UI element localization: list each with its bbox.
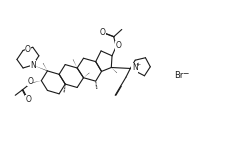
Text: O: O xyxy=(27,77,33,86)
Text: +: + xyxy=(135,62,140,67)
Polygon shape xyxy=(43,63,47,71)
Text: Br: Br xyxy=(174,71,184,80)
Polygon shape xyxy=(33,65,47,71)
Text: −: − xyxy=(182,69,188,78)
Polygon shape xyxy=(83,73,90,78)
Polygon shape xyxy=(111,67,117,73)
Text: O: O xyxy=(25,45,31,54)
Text: O: O xyxy=(26,95,31,104)
Polygon shape xyxy=(31,81,41,83)
Text: N: N xyxy=(132,63,138,73)
Text: O: O xyxy=(115,41,121,50)
Text: O: O xyxy=(100,28,106,37)
Text: N: N xyxy=(30,61,36,70)
Polygon shape xyxy=(73,59,77,68)
